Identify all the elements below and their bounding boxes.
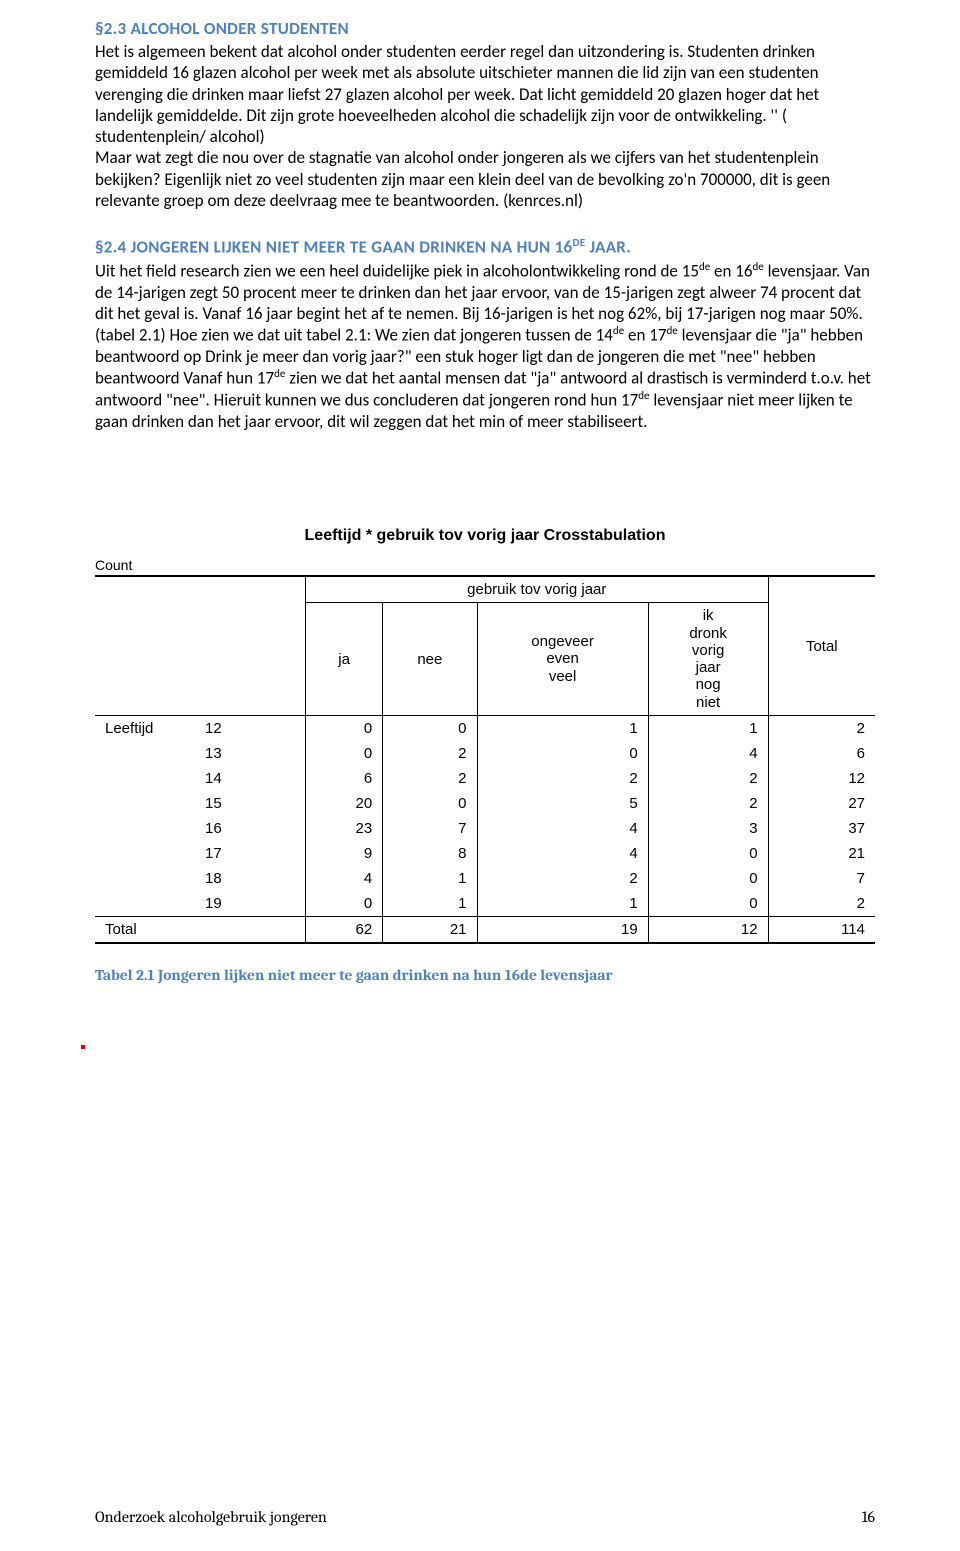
table-row: 1302046 (95, 741, 875, 766)
row-label: 16 (195, 816, 306, 841)
heading-prefix: §2.4 J (95, 237, 137, 258)
crosstab-title: Leeftijd * gebruik tov vorig jaar Crosst… (95, 527, 875, 545)
heading-sup: DE (572, 236, 585, 249)
cell: 0 (306, 715, 383, 741)
cell: 4 (648, 741, 768, 766)
cell: 4 (306, 866, 383, 891)
page: §2.3 ALCOHOL ONDER STUDENTEN Het is alge… (0, 0, 960, 1551)
cell: 23 (306, 816, 383, 841)
table-row: Leeftijd1200112 (95, 715, 875, 741)
heading-num: 16 (555, 237, 573, 258)
cell: 1 (477, 715, 648, 741)
section-2-4-heading: §2.4 JONGEREN LIJKEN NIET MEER TE GAAN D… (95, 236, 875, 258)
cell: 21 (768, 841, 875, 866)
total-label: Total (95, 916, 195, 943)
cell: 4 (477, 816, 648, 841)
cell: 3 (648, 816, 768, 841)
col-ikdronk: ikdronkvorigjaarnogniet (648, 603, 768, 716)
table-row: 14622212 (95, 766, 875, 791)
row-label: 14 (195, 766, 306, 791)
cell: 2 (383, 741, 477, 766)
row-label: 18 (195, 866, 306, 891)
cell: 37 (768, 816, 875, 841)
rowgroup-label: Leeftijd (95, 715, 195, 916)
cell: 2 (648, 791, 768, 816)
cell: 6 (306, 766, 383, 791)
cell: 27 (768, 791, 875, 816)
col-nee: nee (383, 603, 477, 716)
cell: 7 (383, 816, 477, 841)
row-label: 19 (195, 891, 306, 917)
spacer (95, 457, 875, 497)
cell: 1 (383, 891, 477, 917)
cell: 6 (768, 741, 875, 766)
cell: 0 (383, 715, 477, 741)
cell: 2 (768, 715, 875, 741)
section-2-3-body: Het is algemeen bekent dat alcohol onder… (95, 41, 875, 211)
table-row: 162374337 (95, 816, 875, 841)
cell: 0 (306, 891, 383, 917)
cell: 1 (383, 866, 477, 891)
col-total: Total (768, 576, 875, 715)
heading-caps: LCOHOL ONDER STUDENTEN (141, 18, 349, 39)
row-label: 12 (195, 715, 306, 741)
heading-caps: ONGEREN LIJKEN NIET MEER TE GAAN DRINKEN… (137, 237, 555, 258)
cell: 1 (477, 891, 648, 917)
count-label: Count (95, 557, 875, 573)
table-row: 152005227 (95, 791, 875, 816)
total-cell: 19 (477, 916, 648, 943)
cell: 2 (383, 766, 477, 791)
cell: 1 (648, 715, 768, 741)
cell: 9 (306, 841, 383, 866)
footer-page-number: 16 (862, 1508, 875, 1526)
cell: 2 (768, 891, 875, 917)
row-label: 13 (195, 741, 306, 766)
total-cell: 12 (648, 916, 768, 943)
heading-prefix: §2.3 A (95, 18, 141, 39)
cell: 12 (768, 766, 875, 791)
table-row: 1841207 (95, 866, 875, 891)
cell: 4 (477, 841, 648, 866)
total-cell: 21 (383, 916, 477, 943)
cell: 8 (383, 841, 477, 866)
footer-left: Onderzoek alcoholgebruik jongeren (95, 1508, 327, 1526)
cell: 0 (383, 791, 477, 816)
table-row: 17984021 (95, 841, 875, 866)
total-cell: 114 (768, 916, 875, 943)
cell: 7 (768, 866, 875, 891)
cell: 2 (477, 766, 648, 791)
table-caption: Tabel 2.1 Jongeren lijken niet meer te g… (95, 966, 875, 984)
total-cell: 62 (306, 916, 383, 943)
section-2-3-heading: §2.3 ALCOHOL ONDER STUDENTEN (95, 18, 875, 39)
spanner-header: gebruik tov vorig jaar (306, 576, 769, 603)
crosstab-table: gebruik tov vorig jaar Total ja nee onge… (95, 575, 875, 944)
cell: 0 (648, 866, 768, 891)
table-row: 1901102 (95, 891, 875, 917)
annotation-mark (81, 1045, 85, 1053)
cell: 0 (306, 741, 383, 766)
col-ja: ja (306, 603, 383, 716)
section-2-4-body: Uit het field research zien we een heel … (95, 260, 875, 433)
table-total-row: Total 62211912114 (95, 916, 875, 943)
cell: 2 (477, 866, 648, 891)
cell: 5 (477, 791, 648, 816)
row-label: 17 (195, 841, 306, 866)
row-label: 15 (195, 791, 306, 816)
heading-end: JAAR. (585, 237, 631, 258)
cell: 0 (477, 741, 648, 766)
cell: 20 (306, 791, 383, 816)
cell: 0 (648, 841, 768, 866)
page-footer: Onderzoek alcoholgebruik jongeren 16 (95, 1508, 875, 1526)
cell: 2 (648, 766, 768, 791)
crosstab-wrap: Count gebruik tov vorig jaar Total ja ne… (95, 557, 875, 944)
cell: 0 (648, 891, 768, 917)
col-ongeveer: ongeveerevenveel (477, 603, 648, 716)
